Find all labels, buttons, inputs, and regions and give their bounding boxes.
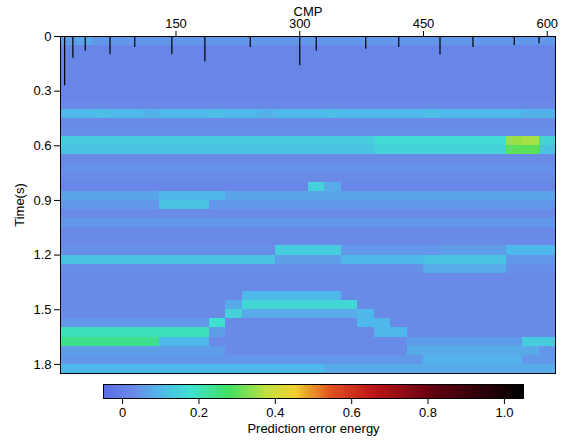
svg-text:CMP: CMP (294, 4, 323, 19)
svg-text:450: 450 (413, 16, 435, 31)
svg-text:0.8: 0.8 (419, 405, 437, 420)
svg-text:0.6: 0.6 (343, 405, 361, 420)
svg-text:1.2: 1.2 (33, 247, 51, 262)
svg-text:Time(s): Time(s) (12, 183, 27, 227)
svg-text:1.0: 1.0 (495, 405, 513, 420)
svg-text:0.9: 0.9 (33, 193, 51, 208)
svg-text:300: 300 (288, 15, 311, 31)
svg-text:0: 0 (44, 29, 51, 44)
svg-text:1.5: 1.5 (33, 302, 51, 317)
svg-text:0: 0 (119, 405, 126, 420)
svg-text:150: 150 (165, 16, 187, 31)
svg-text:1.8: 1.8 (33, 357, 51, 372)
svg-text:0.3: 0.3 (33, 83, 51, 98)
svg-text:Prediction error energy: Prediction error energy (247, 421, 380, 436)
svg-text:0.6: 0.6 (33, 138, 51, 153)
svg-text:0.2: 0.2 (190, 405, 208, 420)
svg-text:600: 600 (536, 16, 558, 31)
svg-text:0.4: 0.4 (266, 405, 284, 420)
